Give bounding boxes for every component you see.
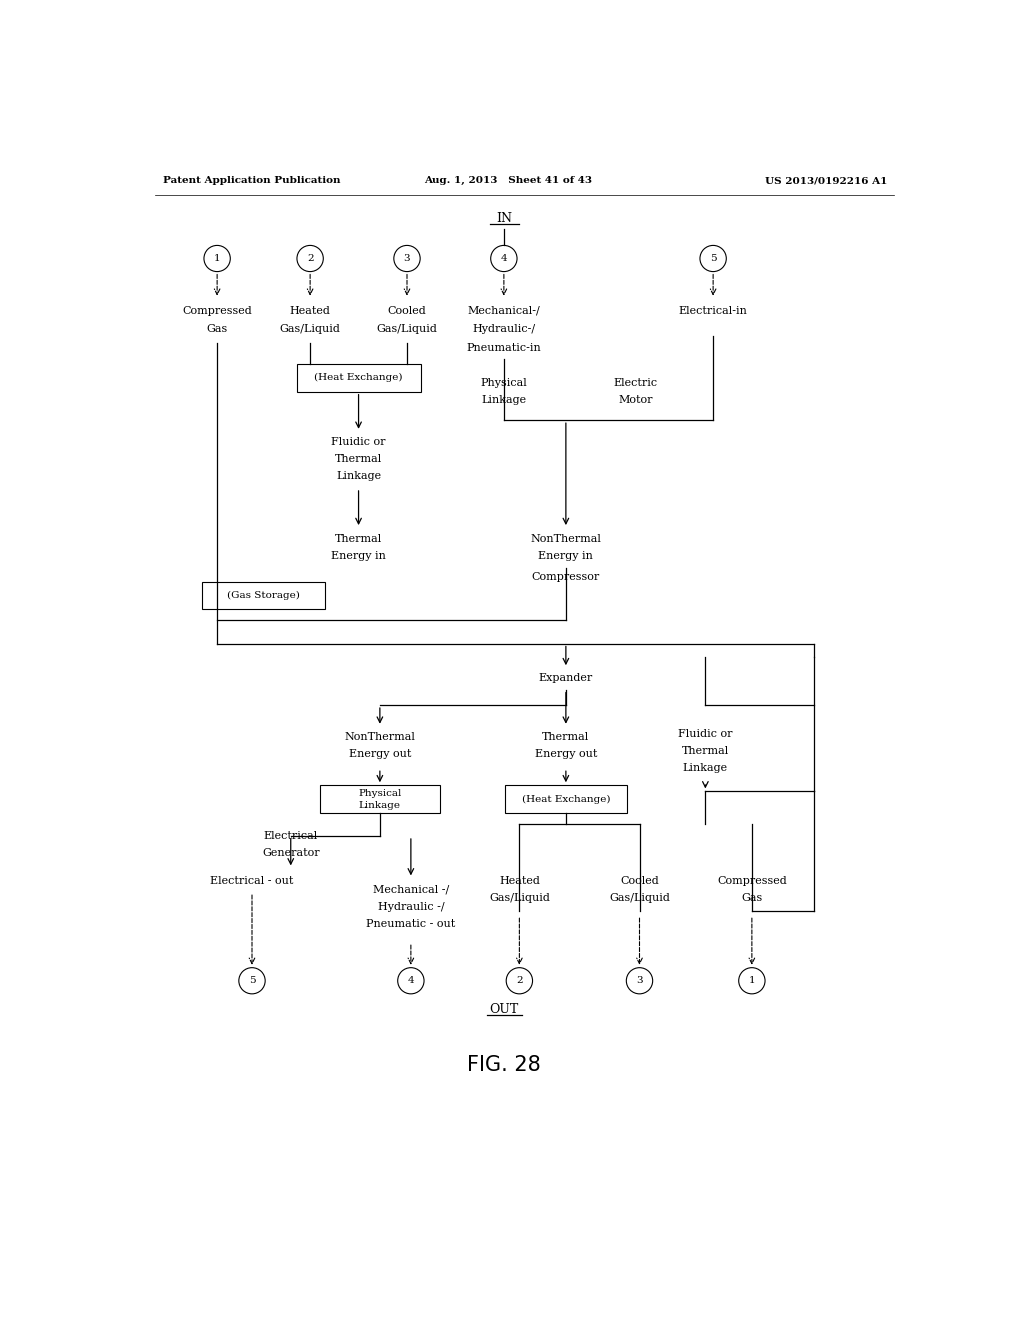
Text: Heated: Heated [290, 306, 331, 315]
Text: Thermal: Thermal [682, 746, 729, 756]
Text: Compressed: Compressed [717, 875, 786, 886]
Text: Motor: Motor [618, 395, 653, 405]
Text: Physical: Physical [358, 789, 401, 799]
Bar [505, 785, 627, 813]
Text: Aug. 1, 2013   Sheet 41 of 43: Aug. 1, 2013 Sheet 41 of 43 [424, 176, 592, 185]
Text: 5: 5 [710, 253, 717, 263]
Text: 1: 1 [749, 977, 755, 985]
Bar [319, 785, 440, 813]
Text: Electrical-in: Electrical-in [679, 306, 748, 315]
Text: 2: 2 [307, 253, 313, 263]
Text: Electrical - out: Electrical - out [210, 875, 294, 886]
Text: Patent Application Publication: Patent Application Publication [163, 176, 340, 185]
Text: Cooled: Cooled [621, 875, 658, 886]
Text: IN: IN [496, 213, 512, 224]
Text: 3: 3 [403, 253, 411, 263]
Text: Hydraulic-/: Hydraulic-/ [472, 325, 536, 334]
Text: Mechanical-/: Mechanical-/ [468, 306, 541, 315]
Text: (Heat Exchange): (Heat Exchange) [521, 795, 610, 804]
Text: Electric: Electric [613, 379, 657, 388]
Text: Thermal: Thermal [335, 533, 382, 544]
Text: Hydraulic -/: Hydraulic -/ [378, 902, 444, 912]
Text: Thermal: Thermal [335, 454, 382, 463]
Text: 3: 3 [636, 977, 643, 985]
Text: Gas: Gas [207, 325, 227, 334]
Text: Fluidic or: Fluidic or [332, 437, 386, 446]
Text: Energy out: Energy out [535, 750, 597, 759]
Text: NonThermal: NonThermal [344, 733, 416, 742]
Text: Expander: Expander [539, 673, 593, 684]
Text: Generator: Generator [262, 847, 319, 858]
Text: Energy in: Energy in [539, 550, 593, 561]
Text: Electrical: Electrical [263, 832, 317, 841]
Text: Thermal: Thermal [543, 733, 590, 742]
Text: FIG. 28: FIG. 28 [467, 1056, 541, 1076]
Text: Gas/Liquid: Gas/Liquid [609, 892, 670, 903]
Bar [297, 364, 421, 392]
Text: Cooled: Cooled [388, 306, 426, 315]
Text: (Heat Exchange): (Heat Exchange) [314, 374, 402, 383]
Text: Compressor: Compressor [531, 573, 600, 582]
Text: Linkage: Linkage [358, 801, 400, 810]
Text: Linkage: Linkage [481, 395, 526, 405]
Text: 4: 4 [408, 977, 414, 985]
Text: Mechanical -/: Mechanical -/ [373, 884, 449, 895]
Text: Energy out: Energy out [349, 750, 411, 759]
Text: 4: 4 [501, 253, 507, 263]
Text: NonThermal: NonThermal [530, 533, 601, 544]
Text: Linkage: Linkage [683, 763, 728, 774]
Text: Gas/Liquid: Gas/Liquid [488, 892, 550, 903]
Text: Fluidic or: Fluidic or [678, 730, 732, 739]
Text: 5: 5 [249, 977, 255, 985]
Text: Pneumatic-in: Pneumatic-in [467, 343, 542, 352]
Text: Linkage: Linkage [336, 471, 381, 480]
Text: 1: 1 [214, 253, 220, 263]
Text: OUT: OUT [489, 1003, 518, 1016]
Text: Gas/Liquid: Gas/Liquid [377, 325, 437, 334]
Text: Gas/Liquid: Gas/Liquid [280, 325, 341, 334]
Text: US 2013/0192216 A1: US 2013/0192216 A1 [765, 176, 888, 185]
Text: Energy in: Energy in [331, 550, 386, 561]
Text: Physical: Physical [480, 379, 527, 388]
Text: Heated: Heated [499, 875, 540, 886]
Text: Gas: Gas [741, 892, 763, 903]
Text: Compressed: Compressed [182, 306, 252, 315]
Text: 2: 2 [516, 977, 522, 985]
Text: Pneumatic - out: Pneumatic - out [367, 919, 456, 929]
Text: (Gas Storage): (Gas Storage) [227, 591, 300, 601]
Bar [203, 582, 325, 610]
